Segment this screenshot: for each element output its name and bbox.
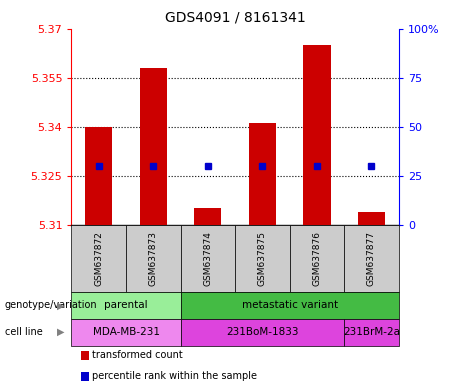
Bar xyxy=(140,68,167,225)
Bar xyxy=(249,123,276,225)
Text: transformed count: transformed count xyxy=(92,350,183,360)
Text: GSM637875: GSM637875 xyxy=(258,231,267,286)
Text: MDA-MB-231: MDA-MB-231 xyxy=(93,327,160,337)
Bar xyxy=(358,212,385,225)
Text: cell line: cell line xyxy=(5,327,42,337)
Bar xyxy=(194,208,221,225)
Title: GDS4091 / 8161341: GDS4091 / 8161341 xyxy=(165,11,306,25)
Text: 231BrM-2a: 231BrM-2a xyxy=(343,327,400,337)
Text: GSM637876: GSM637876 xyxy=(313,231,321,286)
Text: GSM637874: GSM637874 xyxy=(203,231,213,286)
Text: ▶: ▶ xyxy=(57,300,65,310)
Text: ▶: ▶ xyxy=(57,327,65,337)
Text: percentile rank within the sample: percentile rank within the sample xyxy=(92,371,257,381)
Text: parental: parental xyxy=(104,300,148,310)
Text: 231BoM-1833: 231BoM-1833 xyxy=(226,327,299,337)
Bar xyxy=(303,45,331,225)
Bar xyxy=(85,127,112,225)
Text: GSM637877: GSM637877 xyxy=(367,231,376,286)
Text: GSM637873: GSM637873 xyxy=(149,231,158,286)
Text: genotype/variation: genotype/variation xyxy=(5,300,97,310)
Text: GSM637872: GSM637872 xyxy=(94,231,103,286)
Text: metastatic variant: metastatic variant xyxy=(242,300,338,310)
